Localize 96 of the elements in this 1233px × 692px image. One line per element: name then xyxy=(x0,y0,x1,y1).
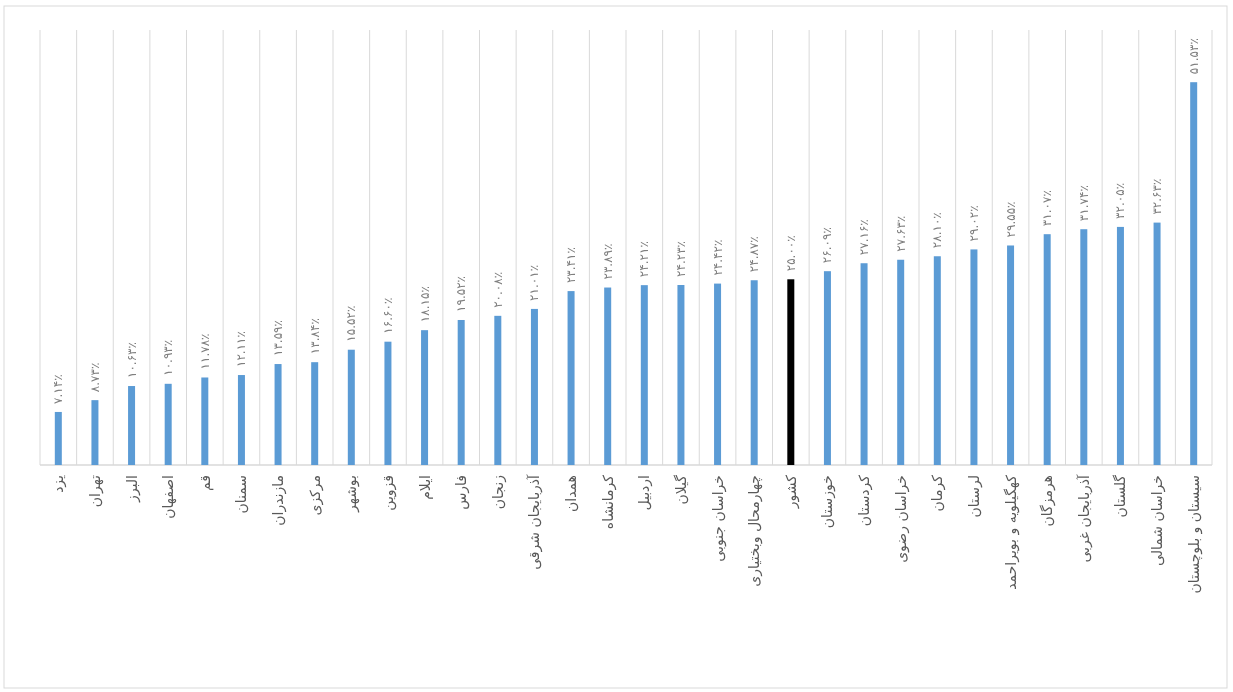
x-tick-label: آذربایجان غربی xyxy=(1075,473,1093,563)
x-tick-label: آذربایجان شرقی xyxy=(526,473,544,570)
data-label: ۱۳.۸۴٪ xyxy=(307,318,322,355)
data-label: ۲۹.۰۲٪ xyxy=(966,205,981,242)
data-label: ۱۶.۶۰٪ xyxy=(380,297,395,334)
bar xyxy=(54,411,62,465)
x-tick-label: خراسان شمالی xyxy=(1149,475,1167,567)
data-label: ۵۱.۵۳٪ xyxy=(1186,38,1201,75)
x-tick-label: اردبیل xyxy=(636,475,654,511)
data-label: ۲۴.۴۲٪ xyxy=(710,239,725,276)
bar xyxy=(1007,245,1015,465)
data-label: ۳۲.۰۵٪ xyxy=(1113,182,1128,219)
bar xyxy=(274,364,282,465)
data-label: ۲۵.۰۰٪ xyxy=(783,235,798,272)
bar xyxy=(347,349,355,465)
x-tick-label: خراسان جنوبی xyxy=(709,475,727,562)
x-tick-label: خوزستان xyxy=(819,475,837,529)
data-label: ۲۱.۰۱٪ xyxy=(527,264,542,301)
data-label: ۲۷.۱۶٪ xyxy=(857,219,872,256)
data-label: ۲۴.۲۳٪ xyxy=(673,240,688,277)
bar xyxy=(1116,226,1124,465)
x-tick-label: کهگیلویه و بویراحمد xyxy=(1002,474,1020,590)
bar xyxy=(714,283,722,465)
bar xyxy=(311,362,319,465)
bar xyxy=(1080,229,1088,465)
x-tick-label: کردستان xyxy=(856,474,874,527)
data-label: ۱۱.۷۸٪ xyxy=(197,333,212,370)
data-label: ۳۲.۶۳٪ xyxy=(1150,178,1165,215)
x-tick-label: گلستان xyxy=(1112,474,1129,518)
x-tick-label: همدان xyxy=(563,475,580,512)
bar xyxy=(164,383,172,465)
data-label: ۱۹.۵۲٪ xyxy=(454,275,469,312)
bar xyxy=(237,375,245,465)
x-tick-label: گیلان xyxy=(672,474,689,505)
bar xyxy=(494,315,502,465)
x-tick-label: ایلام xyxy=(416,475,433,500)
data-label: ۲۷.۶۳٪ xyxy=(893,215,908,252)
bar xyxy=(750,280,758,465)
bar xyxy=(933,256,941,465)
data-label: ۲۹.۵۵٪ xyxy=(1003,201,1018,238)
data-label: ۲۳.۴۱٪ xyxy=(564,247,579,284)
bar xyxy=(1190,82,1198,465)
bar xyxy=(457,319,465,465)
x-tick-label: یزد xyxy=(50,474,68,493)
x-tick-label: قزوین xyxy=(379,475,397,511)
data-label: ۱۵.۵۲٪ xyxy=(344,305,359,342)
bar xyxy=(677,285,685,465)
x-tick-label: زنجان xyxy=(489,475,507,510)
data-label: ۱۸.۱۵٪ xyxy=(417,286,432,323)
bar xyxy=(897,259,905,465)
data-label: ۸.۷۳٪ xyxy=(87,362,102,393)
data-label: ۱۰.۶۳٪ xyxy=(124,341,139,379)
data-label: ۲۴.۸۷٪ xyxy=(747,236,762,273)
bar xyxy=(860,263,868,465)
data-label: ۳۱.۰۷٪ xyxy=(1040,190,1055,227)
bar xyxy=(384,341,392,465)
data-label: ۲۶.۰۹٪ xyxy=(820,227,835,264)
x-tick-label: سمنان xyxy=(233,475,250,514)
bar xyxy=(823,271,831,465)
data-label: ۱۲.۱۱٪ xyxy=(234,330,249,368)
bar xyxy=(201,377,209,465)
data-label: ۲۳.۸۹٪ xyxy=(600,243,615,280)
x-tick-label: مرکزی xyxy=(306,475,324,516)
x-tick-label: اصفهان xyxy=(160,475,178,519)
x-tick-label: قم xyxy=(196,475,214,492)
bar xyxy=(1153,222,1161,465)
data-label: ۳۱.۷۴٪ xyxy=(1076,185,1091,222)
bar xyxy=(530,308,538,465)
x-tick-label: خراسان رضوی xyxy=(892,475,910,563)
data-label: ۷.۱۴٪ xyxy=(51,374,66,404)
x-tick-label: سیستان و بلوچستان xyxy=(1185,475,1203,594)
bar xyxy=(1043,234,1051,465)
data-label: ۲۸.۱۰٪ xyxy=(930,212,945,249)
bar xyxy=(91,400,99,465)
data-label: ۱۳.۵۹٪ xyxy=(271,320,286,357)
bar xyxy=(128,386,136,465)
bar xyxy=(421,330,429,465)
x-tick-label: هرمزگان xyxy=(1039,475,1057,527)
data-label: ۱۰.۹۳٪ xyxy=(161,339,176,376)
bar xyxy=(567,291,575,465)
x-tick-label: تهران xyxy=(86,474,104,508)
bar xyxy=(604,287,612,465)
data-label: ۲۰.۰۸٪ xyxy=(490,271,505,308)
x-tick-label: چهارمحال وبختیاری xyxy=(746,475,764,587)
x-tick-label: لرستان xyxy=(965,475,983,518)
bar xyxy=(970,249,978,465)
data-label: ۲۴.۲۱٪ xyxy=(637,241,652,278)
x-tick-label: فارس xyxy=(453,475,471,510)
x-tick-label: البرز xyxy=(123,475,141,503)
x-tick-label: کرمان xyxy=(929,474,947,512)
x-tick-label: مازندران xyxy=(270,475,288,526)
bar xyxy=(640,285,648,465)
x-tick-label: کرمانشاه xyxy=(599,474,617,530)
x-tick-label: کشور xyxy=(782,474,800,510)
x-tick-label: بوشهر xyxy=(343,475,361,514)
bar xyxy=(787,279,795,465)
